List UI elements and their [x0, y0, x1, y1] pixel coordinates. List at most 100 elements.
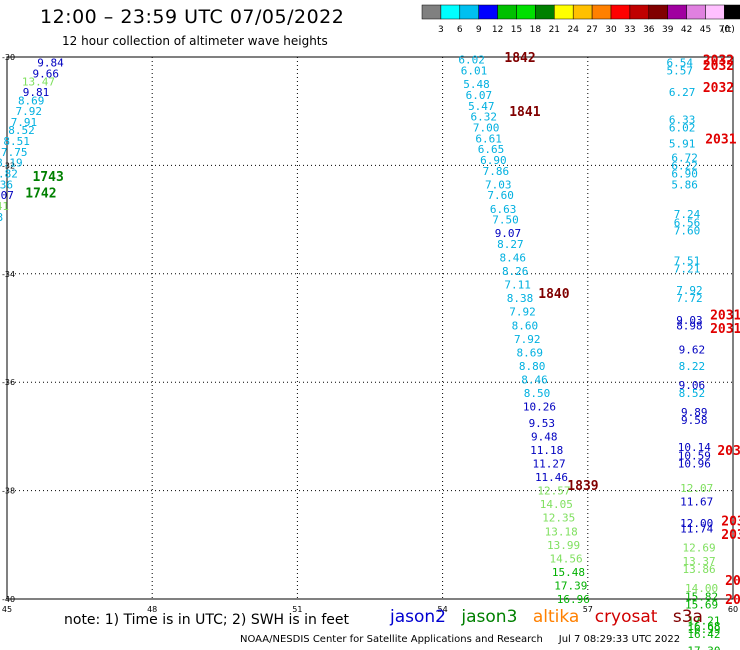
swh-value: 6.07 — [466, 89, 493, 102]
swh-value: 12.07 — [680, 482, 713, 495]
swh-value: 8.19 — [0, 157, 23, 170]
pass-time-label: 2032 — [703, 81, 734, 96]
swh-value: 8.38 — [507, 292, 534, 305]
pass-time-labels: 1743174218421841184018392032203220322031… — [25, 51, 740, 608]
swh-value: 7.00 — [473, 121, 500, 134]
swh-value: 10.14 — [678, 441, 711, 454]
swh-value: 13.47 — [22, 75, 55, 88]
swh-value: 8.98 — [676, 319, 703, 332]
swh-value: 16.99 — [687, 623, 720, 636]
pass-time-label: 2031 — [705, 132, 736, 147]
swh-value: 5.48 — [463, 78, 490, 91]
swh-value: 6.22 — [671, 159, 698, 172]
swh-value: 7.60 — [487, 189, 514, 202]
color-swatch — [535, 4, 555, 20]
color-tick-label: 6 — [457, 25, 463, 35]
swh-value: 5.86 — [671, 178, 698, 191]
x-tick-label: 45 — [2, 605, 12, 614]
swh-value: 7.11 — [504, 279, 531, 292]
pass-time-label: 203 — [721, 528, 740, 543]
swh-value: 6.02 — [458, 54, 485, 67]
swh-value: 16.96 — [557, 593, 590, 606]
pass-time-label: 1840 — [538, 287, 569, 302]
x-tick-label: 57 — [583, 605, 593, 614]
swh-value: 9.62 — [679, 344, 706, 357]
axis-tick-labels: 45 48 51 54 57 60 -30 -32 -34 -36 -38 -40 — [2, 53, 738, 614]
color-tick-label: 27 — [586, 25, 597, 35]
color-tick-label: 45 — [700, 25, 711, 35]
y-tick-label: -30 — [2, 53, 15, 62]
color-tick-label: 15 — [511, 25, 522, 35]
color-swatch — [705, 4, 725, 20]
swh-value: 8.51 — [3, 135, 30, 148]
swh-value: 7.24 — [674, 208, 701, 221]
color-scale-bar: 3 6 9 12 15 18 21 24 27 30 33 36 39 42 45 70(ft) — [421, 4, 740, 35]
y-tick-label: -38 — [2, 487, 15, 496]
swh-value: 7.92 — [16, 105, 43, 118]
pass-time-label: 2032 — [703, 54, 734, 69]
swh-value: 9.66 — [32, 67, 59, 80]
chart-subtitle: 12 hour collection of altimeter wave hei… — [62, 34, 328, 48]
swh-value: 10.59 — [678, 449, 711, 462]
swh-value: 7.92 — [509, 306, 536, 319]
chart-title: 12:00 – 23:59 UTC 07/05/2022 — [40, 6, 345, 28]
credit-text: NOAA/NESDIS Center for Satellite Applica… — [240, 634, 543, 645]
x-tick-label: 51 — [292, 605, 302, 614]
swh-value: 9.58 — [681, 414, 708, 427]
swh-value: 6.72 — [671, 151, 698, 164]
swh-value: 9.89 — [681, 406, 708, 419]
swh-value: 7.92 — [514, 333, 541, 346]
swh-value: 6.63 — [490, 203, 517, 216]
color-swatch — [572, 4, 593, 20]
pass-time-label: 2031 — [710, 308, 740, 323]
swh-value: 11.74 — [680, 523, 713, 536]
swh-value: 14.00 — [685, 582, 718, 595]
swh-value-labels: 9.849.6613.479.818.697.927.918.528.517.7… — [0, 54, 721, 650]
swh-value: 9.07 — [495, 227, 522, 240]
color-tick-label: 70 — [719, 25, 731, 35]
swh-value: 14.05 — [540, 498, 573, 511]
color-tick-label: 33 — [624, 25, 635, 35]
swh-value: 12.35 — [542, 512, 575, 525]
y-tick-label: -32 — [2, 161, 15, 170]
swh-value: 9.84 — [37, 56, 64, 69]
pass-time-label: 1839 — [567, 479, 598, 494]
swh-value: 6.90 — [480, 154, 507, 167]
swh-value: 7.60 — [674, 224, 701, 237]
y-tick-label: -40 — [2, 595, 15, 604]
y-tick-label: -34 — [2, 270, 15, 279]
color-swatch — [591, 4, 612, 20]
color-swatch — [459, 4, 479, 20]
pass-time-label: 1742 — [25, 187, 56, 202]
color-tick-label: 30 — [605, 25, 617, 35]
color-swatch — [478, 4, 498, 20]
swh-value: 8.52 — [679, 387, 706, 400]
swh-value: 17.21 — [687, 615, 720, 628]
x-tick-label: 60 — [728, 605, 738, 614]
color-swatch — [497, 4, 517, 20]
color-tick-label: 12 — [492, 25, 503, 35]
swh-value: 7.91 — [11, 116, 38, 129]
color-tick-label: 42 — [681, 25, 692, 35]
swh-value: 13.86 — [683, 563, 716, 576]
swh-value: 6.56 — [674, 216, 701, 229]
swh-value: 7.86 — [483, 165, 510, 178]
pass-time-label: 20 — [725, 593, 740, 608]
color-swatch — [421, 4, 442, 20]
color-swatch — [724, 4, 740, 20]
swh-value: 12.41 — [0, 200, 9, 213]
pass-time-label: 2030 — [717, 444, 740, 459]
color-swatch — [648, 4, 668, 20]
swh-value: 5.91 — [669, 138, 696, 151]
swh-value: 7.82 — [0, 168, 18, 181]
swh-value: 8.80 — [519, 360, 546, 373]
swh-value: 13.99 — [547, 539, 580, 552]
swh-value: 10.26 — [523, 401, 556, 414]
swh-value: 6.33 — [669, 113, 696, 126]
swh-value: 17.39 — [554, 579, 587, 592]
color-unit-label: (ft) — [721, 25, 735, 35]
swh-value: 9.06 — [679, 379, 706, 392]
swh-value: 8.69 — [516, 346, 543, 359]
satellite-legend: jason2 jason3 altika cryosat s3a — [390, 607, 713, 627]
